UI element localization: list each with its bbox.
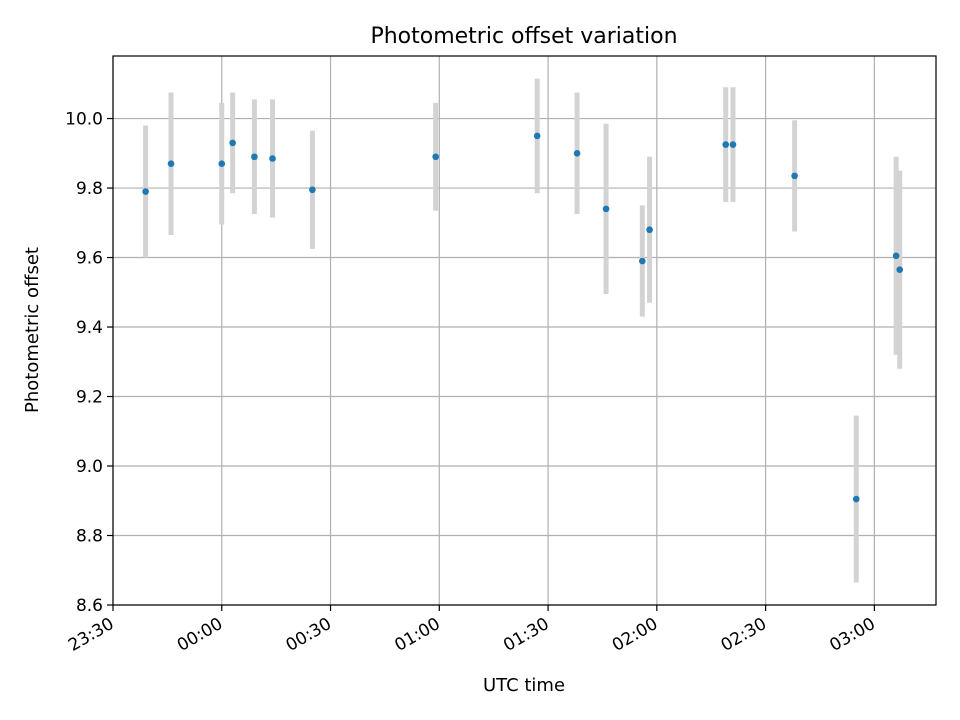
data-point [892,252,900,260]
data-point [602,205,610,213]
x-tick-label: 02:00 [609,614,661,656]
data-point [729,141,737,148]
x-tick-label: 03:00 [826,614,878,656]
x-tick-label: 00:30 [283,614,335,656]
y-tick-label: 9.6 [76,249,103,269]
data-point [533,132,541,140]
data-point [896,266,904,273]
y-tick-label: 9.8 [76,179,103,199]
data-points [142,132,904,503]
data-point [309,186,316,194]
data-point [269,155,276,162]
y-axis-label: Photometric offset [22,247,43,413]
data-point [251,153,258,161]
x-axis-label: UTC time [483,675,565,696]
data-point [646,226,653,234]
x-tick-label: 01:30 [500,614,552,656]
x-tick-label: 00:00 [174,614,226,656]
chart-title: Photometric offset variation [370,24,677,49]
x-tick-label: 02:30 [718,614,770,656]
x-axis-ticks: 23:30 00:00 00:30 01:00 01:30 02:00 02:30 03:00 [65,605,879,656]
y-tick-label: 8.8 [76,527,103,547]
error-bars [143,78,903,583]
x-tick-label: 01:00 [391,614,443,656]
y-tick-label: 8.6 [76,596,103,616]
data-point [167,160,175,168]
data-point [791,172,798,180]
data-point [722,141,730,148]
y-tick-label: 10.0 [65,110,103,130]
data-point [142,188,149,195]
data-point [432,153,439,161]
y-tick-label: 9.4 [76,318,103,338]
data-point [573,149,581,157]
grid-lines [112,56,936,606]
data-point [639,257,646,265]
data-point [852,495,860,503]
data-point [229,139,236,147]
x-tick-label: 23:30 [65,614,117,656]
plot-frame [112,55,937,606]
y-tick-label: 9.2 [76,388,103,408]
y-axis-ticks: 8.6 8.8 9.0 9.2 9.4 9.6 9.8 10.0 [65,110,113,616]
y-tick-label: 9.0 [76,457,103,477]
data-point [218,160,226,168]
